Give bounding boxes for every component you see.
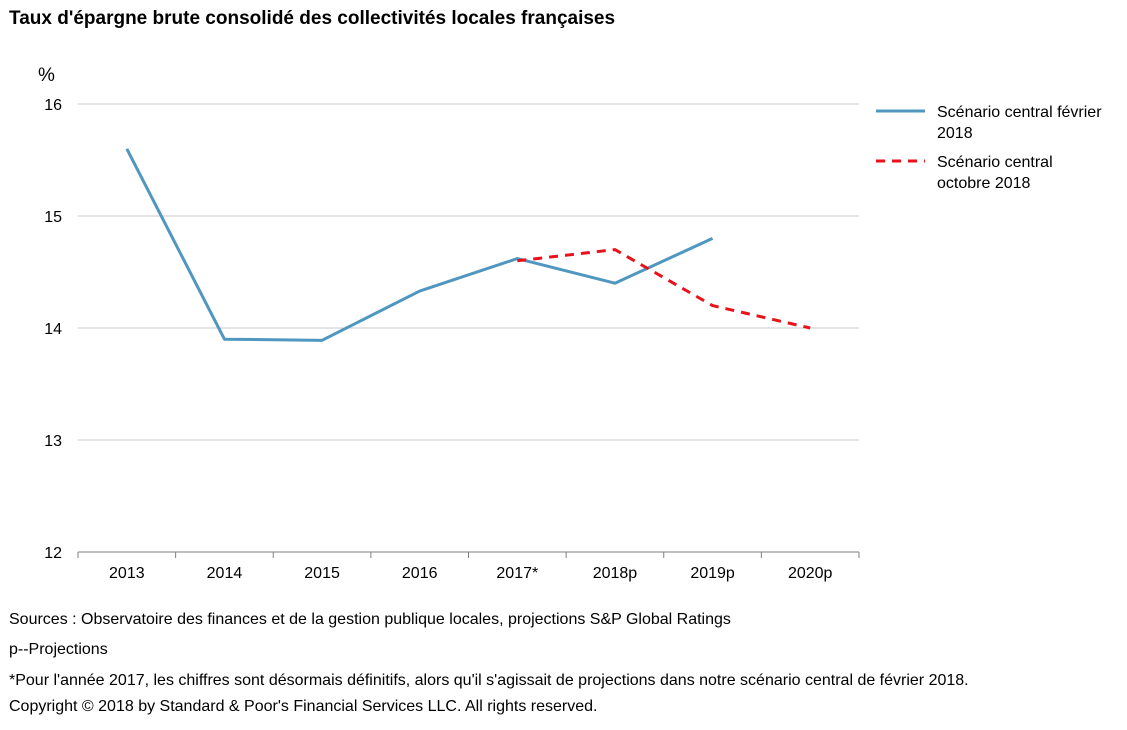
- legend-item-feb-2018: Scénario central février 2018: [937, 102, 1127, 144]
- y-tick-label: 15: [44, 209, 62, 226]
- x-tick-label: 2015: [304, 565, 340, 582]
- y-tick-label: 13: [44, 433, 62, 450]
- legend-label-line2: octobre 2018: [937, 175, 1031, 192]
- copyright-note: Copyright © 2018 by Standard & Poor's Fi…: [9, 698, 598, 715]
- year-2017-note: *Pour l'année 2017, les chiffres sont dé…: [9, 672, 969, 689]
- x-tick-label: 2016: [402, 565, 438, 582]
- y-tick-label: 12: [44, 545, 62, 562]
- projections-note: p--Projections: [9, 641, 108, 658]
- legend-item-oct-2018: Scénario central octobre 2018: [937, 152, 1127, 194]
- series-group: [125, 148, 811, 342]
- legend-label-line1: Scénario central: [937, 154, 1053, 171]
- x-tick-label: 2020p: [788, 565, 833, 582]
- x-axis: 2013 2014 2015 2016 2017* 2018p 2019p 2020p: [77, 551, 860, 582]
- y-tick-label: 16: [44, 97, 62, 114]
- grid-lines: [78, 103, 859, 441]
- x-tick-label: 2013: [109, 565, 145, 582]
- x-tick-label: 2019p: [690, 565, 735, 582]
- series-line-oct-2018: [517, 248, 811, 330]
- sources-note: Sources : Observatoire des finances et d…: [9, 611, 731, 628]
- y-tick-label: 14: [44, 321, 62, 338]
- x-tick-label: 2014: [207, 565, 243, 582]
- legend-lines: [876, 109, 925, 163]
- legend-label-line2: 2018: [937, 125, 973, 142]
- y-axis: 16 15 14 13 12%: [38, 65, 62, 562]
- legend-label-line1: Scénario central février: [937, 104, 1102, 121]
- series-line-feb-2018: [125, 148, 714, 342]
- x-tick-label: 2018p: [593, 565, 638, 582]
- y-axis-label: %: [38, 65, 55, 86]
- x-tick-label: 2017*: [496, 565, 538, 582]
- chart-title: Taux d'épargne brute consolidé des colle…: [9, 8, 616, 29]
